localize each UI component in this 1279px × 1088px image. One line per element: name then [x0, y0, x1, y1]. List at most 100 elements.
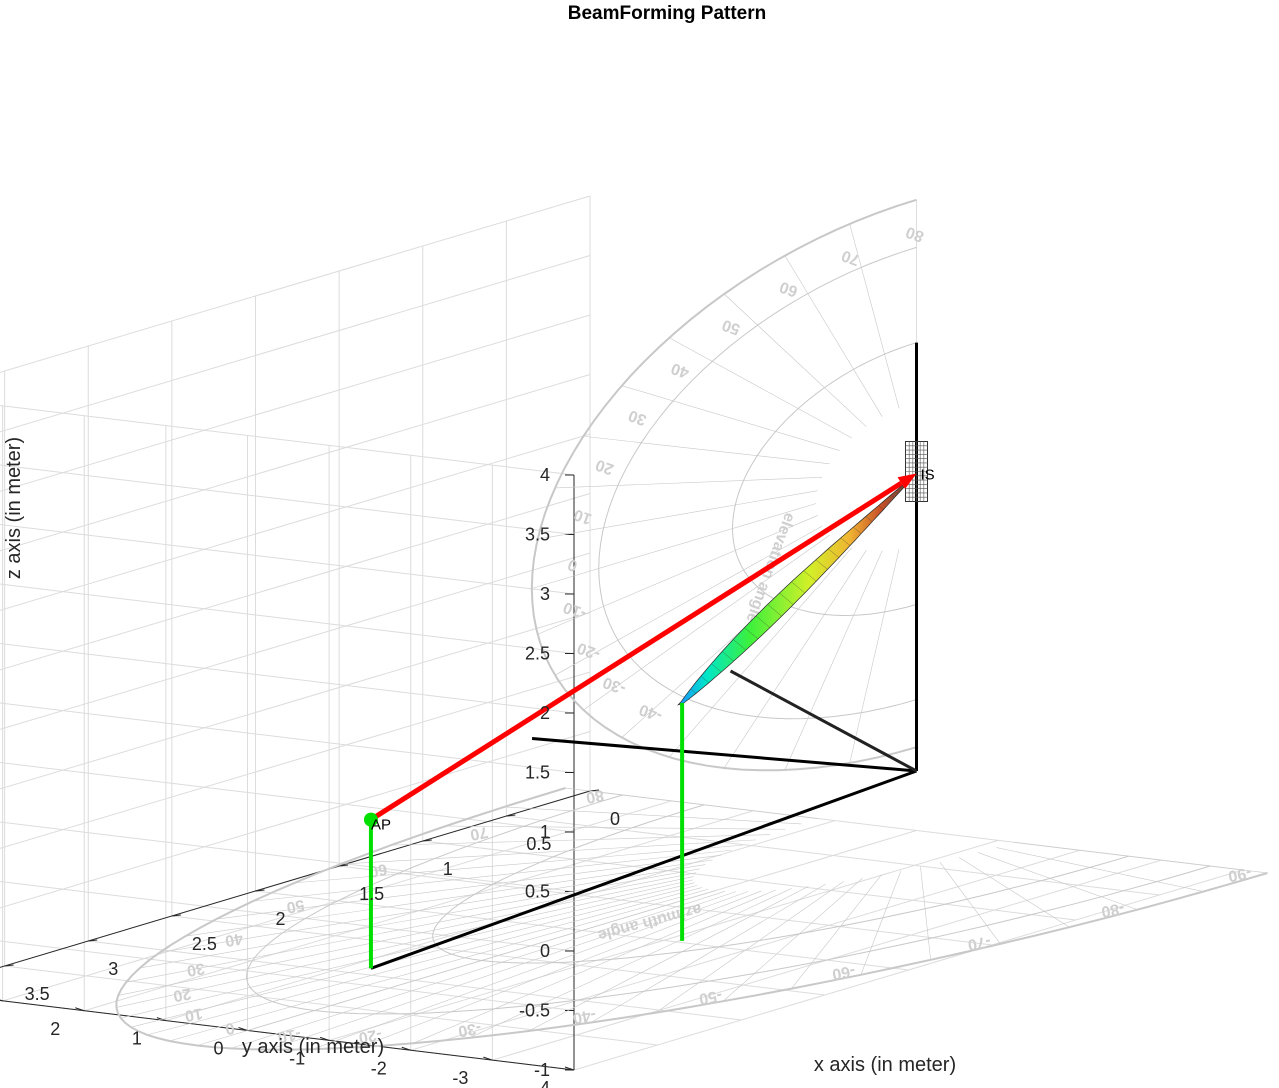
grid-line — [0, 374, 591, 552]
y-tick-mark — [75, 1007, 85, 1012]
azimuth-spoke — [391, 834, 770, 846]
azimuth-number: -30 — [457, 1019, 483, 1040]
elevation-number: 30 — [626, 406, 649, 428]
elevation-spoke — [669, 337, 853, 439]
ground-line-to-ap — [370, 769, 918, 970]
elevation-spoke — [537, 490, 818, 540]
azimuth-spoke — [169, 888, 709, 1042]
elevation-spoke — [723, 550, 867, 769]
y-tick-mark — [156, 1017, 167, 1022]
elevation-number: 50 — [720, 316, 743, 338]
grid-line — [0, 493, 591, 671]
azimuth-spoke — [959, 857, 1070, 928]
azimuth-number: 40 — [224, 929, 245, 949]
azimuth-spoke — [197, 890, 716, 1046]
elevation-spoke — [784, 255, 883, 417]
z-tick-label: 2 — [540, 703, 550, 723]
grid-line — [0, 405, 575, 476]
elevation-spoke — [849, 223, 900, 409]
protractor-overlay: -90-80-70-60-50-40-30-20-100102030405060… — [115, 198, 1268, 1051]
z-tick-label: -0.5 — [519, 1001, 550, 1021]
beam-mesh-line — [755, 615, 771, 628]
y-tick-label: 2 — [50, 1019, 60, 1039]
z-tick-label: 3 — [540, 584, 550, 604]
x-tick-label: 0.5 — [526, 834, 551, 854]
z-tick-label: 0 — [540, 941, 550, 961]
elevation-number: 20 — [593, 456, 616, 478]
beam-mesh-line — [865, 516, 873, 522]
x-tick-label: 3 — [108, 959, 118, 979]
elevation-spoke — [583, 534, 830, 711]
z-tick-labels: -1-0.500.511.522.533.54 — [519, 465, 550, 1080]
azimuth-number: 0 — [224, 1019, 236, 1037]
y-tick-mark — [238, 1027, 248, 1031]
azimuth-spoke — [445, 825, 786, 830]
y-tick-label: -4 — [534, 1078, 550, 1088]
grid-line — [328, 839, 999, 1041]
ap-to-is-ray — [369, 481, 903, 822]
beam-pattern-lobe — [677, 473, 917, 706]
z-tick-label: 4 — [540, 465, 550, 485]
ground-line-x — [531, 737, 917, 773]
grid-line — [0, 731, 591, 909]
azimuth-number: -70 — [966, 932, 992, 953]
y-axis-label: y axis (in meter) — [242, 1036, 384, 1058]
beam-mesh-line — [853, 526, 862, 534]
azimuth-number: -20 — [357, 1025, 383, 1046]
azimuth-arc — [246, 794, 1211, 1015]
azimuth-number: -90 — [1227, 864, 1253, 885]
beam-mesh-line — [828, 548, 839, 558]
grid-line — [0, 464, 575, 535]
scene-structure — [368, 342, 918, 970]
elevation-number: 40 — [669, 359, 692, 381]
elevation-number: 10 — [572, 505, 595, 527]
azimuth-number: -60 — [831, 962, 857, 983]
beam-mesh-line — [791, 581, 805, 594]
x-tick-mark — [422, 839, 432, 842]
beam-mesh-line — [733, 639, 747, 651]
elevation-spoke — [531, 503, 817, 589]
x-tick-label: 2.5 — [192, 934, 217, 954]
azimuth-spoke — [920, 866, 931, 960]
y-tick-label: -3 — [452, 1068, 468, 1088]
y-tick-label: 1 — [132, 1029, 142, 1049]
x-tick-labels: 00.511.522.533.54 — [25, 809, 620, 1004]
azimuth-spoke — [116, 879, 694, 1008]
y-tick-mark — [319, 1036, 330, 1041]
azimuth-number: 70 — [469, 823, 490, 843]
z-tick-label: 2.5 — [525, 644, 550, 664]
grid-line — [0, 314, 591, 492]
x-tick-label: 1.5 — [359, 884, 384, 904]
elevation-number: -40 — [637, 700, 665, 724]
azimuth-spoke — [185, 859, 713, 937]
grid-line — [0, 671, 591, 849]
x-tick-mark — [339, 864, 349, 867]
z-tick-label: 1.5 — [525, 763, 550, 783]
x-tick-label: 2 — [276, 909, 286, 929]
azimuth-spoke — [504, 806, 802, 825]
x-tick-mark — [171, 914, 181, 917]
beam-mesh-line — [744, 627, 759, 640]
azimuth-spoke — [312, 891, 749, 1050]
grid-line — [0, 552, 591, 730]
azimuth-spoke — [412, 889, 777, 1044]
elevation-number: 60 — [777, 278, 800, 300]
azimuth-spoke — [1014, 842, 1268, 874]
azimuth-spoke — [120, 882, 695, 1019]
elevation-spoke — [554, 525, 823, 676]
y-tick-labels: -4-3-2-101234 — [50, 1019, 550, 1088]
beam-mesh-line — [840, 537, 851, 546]
z-tick-label: 3.5 — [525, 525, 550, 545]
grid-line — [0, 643, 575, 714]
grid-line — [0, 762, 575, 833]
beam-mesh-line — [711, 663, 722, 673]
x-tick-mark — [506, 814, 516, 817]
azimuth-spoke — [528, 886, 809, 1032]
azimuth-spoke — [126, 872, 696, 983]
z-tick-label: 1 — [540, 822, 550, 842]
azimuth-spoke — [147, 887, 702, 1036]
grid-line — [0, 612, 591, 790]
y-tick-label: -1 — [289, 1048, 305, 1068]
ap-marker — [363, 812, 378, 827]
y-tick-mark — [564, 1066, 575, 1071]
